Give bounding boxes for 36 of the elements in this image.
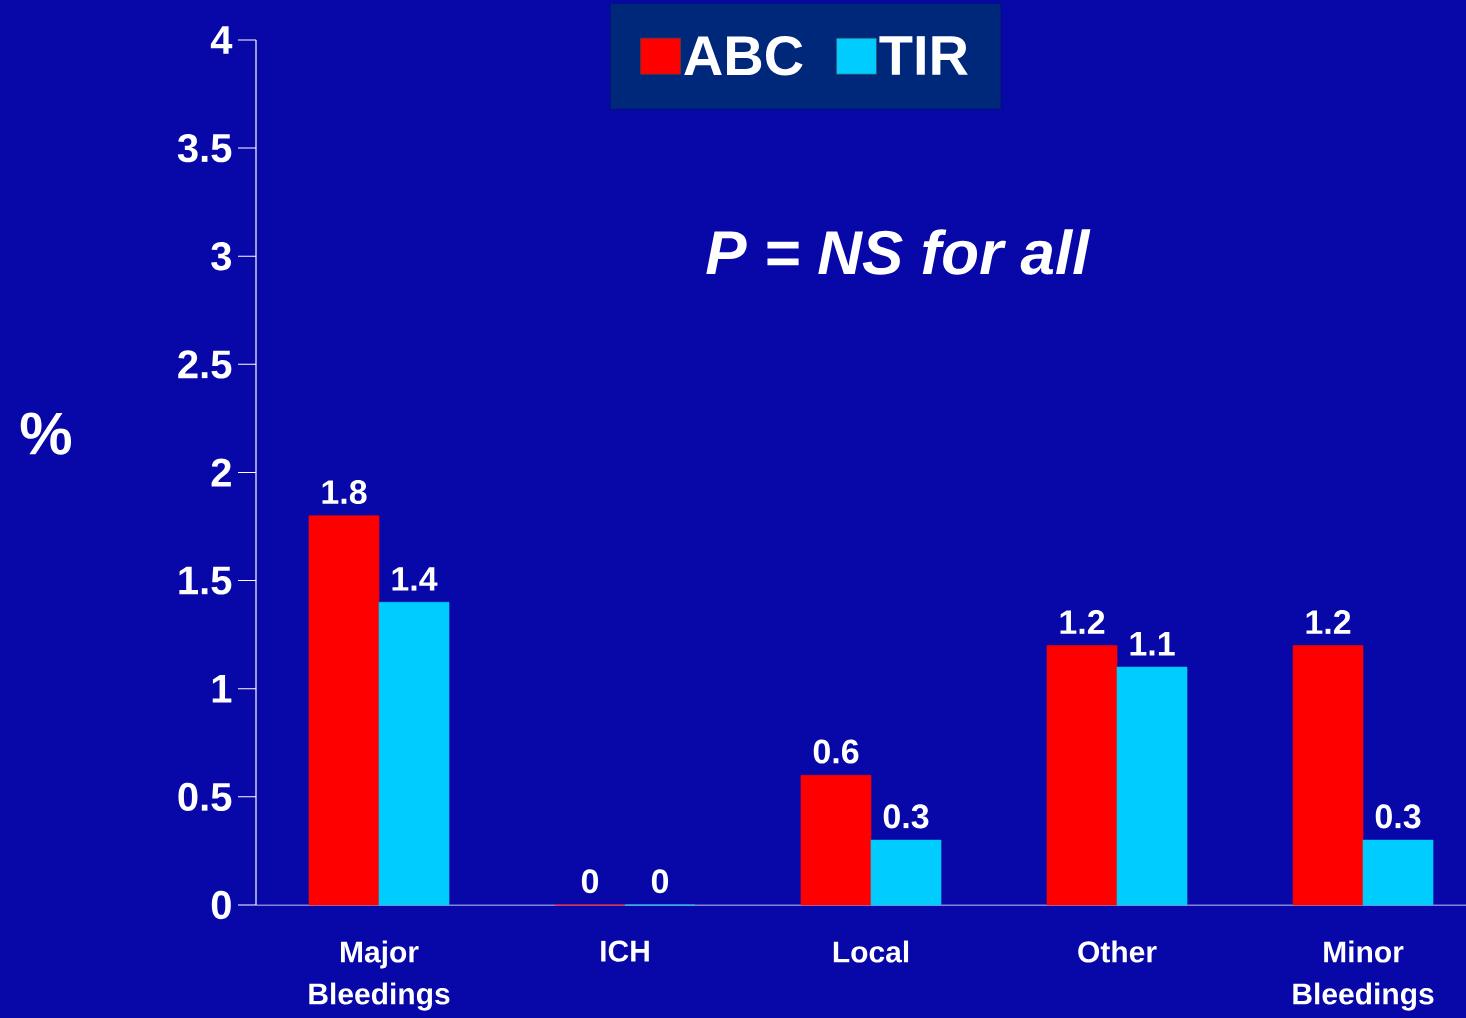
bar [1046,645,1118,906]
x-tick-label: ICH [601,940,649,962]
y-tick-label: 3 [211,242,232,271]
bar [870,839,942,906]
data-label: 0.3 [1375,804,1421,829]
x-tick-label: Local [833,940,909,963]
data-label: 1.1 [1130,632,1175,656]
y-tick-label: 3.5 [177,133,232,163]
legend-label: ABC [684,35,803,76]
data-label: 1.8 [322,480,367,505]
legend-label: TIR [879,36,968,75]
x-tick-label: Other [1078,940,1157,963]
data-label: 1.2 [1306,610,1351,634]
data-label: 0.6 [813,739,859,764]
bar [378,601,450,906]
bar [308,515,380,906]
y-tick-label: 1 [212,675,232,703]
bar [800,774,872,906]
data-label: 0.3 [883,804,929,829]
data-label: 0 [651,869,669,894]
data-label: 1.4 [392,567,438,591]
bar [1116,666,1188,906]
bar [1362,839,1434,906]
bar [1292,645,1364,906]
data-label: 0 [581,869,599,894]
x-tick-label: Major Bleedings [309,940,450,1011]
y-tick-label: 2.5 [178,350,232,379]
x-tick-label: Minor Bleedings [1293,940,1434,1011]
y-tick-label: 0 [211,890,231,920]
y-tick-label: 1.5 [179,566,232,595]
y-axis-title: % [20,412,72,455]
y-tick-label: 0.5 [178,782,232,812]
annotation: P = NS for all [706,229,1091,275]
y-tick-label: 4 [210,26,233,54]
data-label: 1.2 [1060,610,1105,634]
y-tick-label: 2 [211,458,231,487]
